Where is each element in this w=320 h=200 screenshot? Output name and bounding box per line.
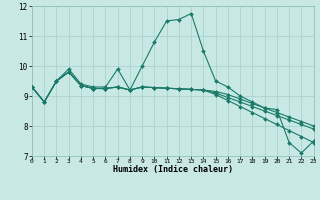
X-axis label: Humidex (Indice chaleur): Humidex (Indice chaleur) — [113, 165, 233, 174]
